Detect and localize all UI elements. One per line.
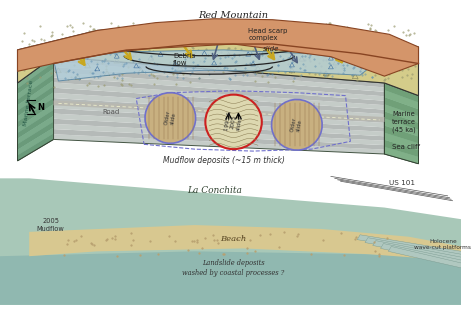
Text: Debris
flow: Debris flow xyxy=(173,53,196,66)
Text: Sea cliff: Sea cliff xyxy=(392,144,420,150)
Polygon shape xyxy=(18,98,54,127)
Polygon shape xyxy=(384,90,419,109)
Polygon shape xyxy=(18,69,54,99)
Polygon shape xyxy=(384,133,419,150)
Polygon shape xyxy=(18,21,419,95)
Polygon shape xyxy=(29,225,461,261)
Polygon shape xyxy=(18,110,54,138)
Polygon shape xyxy=(384,147,419,164)
Text: US 101: US 101 xyxy=(389,180,415,186)
Polygon shape xyxy=(18,63,54,94)
Text: Holocene
wave-cut platforms: Holocene wave-cut platforms xyxy=(414,239,471,250)
Polygon shape xyxy=(54,72,384,101)
Polygon shape xyxy=(54,57,384,87)
Polygon shape xyxy=(18,128,54,155)
Text: Marine
terrace
(45 ka): Marine terrace (45 ka) xyxy=(392,111,416,133)
Polygon shape xyxy=(18,57,54,88)
Text: Road: Road xyxy=(102,109,119,115)
Ellipse shape xyxy=(205,95,262,149)
Polygon shape xyxy=(18,92,54,122)
Ellipse shape xyxy=(145,93,196,143)
Polygon shape xyxy=(54,77,384,105)
Text: slide: slide xyxy=(263,46,279,52)
Polygon shape xyxy=(384,97,419,116)
Polygon shape xyxy=(54,108,384,132)
Polygon shape xyxy=(384,111,419,130)
Text: La Conchita: La Conchita xyxy=(187,185,242,195)
Polygon shape xyxy=(381,243,461,265)
Text: Marine terrace: Marine terrace xyxy=(24,79,35,126)
Polygon shape xyxy=(18,104,54,133)
Text: 2005
Mudflow: 2005 Mudflow xyxy=(36,218,64,232)
Text: Older
slide: Older slide xyxy=(290,116,303,133)
Polygon shape xyxy=(388,247,461,268)
Polygon shape xyxy=(384,83,419,102)
Polygon shape xyxy=(0,178,461,305)
Text: N: N xyxy=(37,103,44,112)
Polygon shape xyxy=(54,88,384,114)
Polygon shape xyxy=(18,116,54,144)
Polygon shape xyxy=(54,100,384,122)
Polygon shape xyxy=(54,50,374,81)
Text: Beach: Beach xyxy=(220,235,246,243)
Polygon shape xyxy=(384,140,419,157)
Polygon shape xyxy=(18,122,54,150)
Text: Head scarp
complex: Head scarp complex xyxy=(248,28,288,41)
Polygon shape xyxy=(18,80,54,111)
Polygon shape xyxy=(384,125,419,143)
Polygon shape xyxy=(54,124,384,145)
Polygon shape xyxy=(18,86,54,116)
Polygon shape xyxy=(0,251,461,305)
Polygon shape xyxy=(384,118,419,137)
Polygon shape xyxy=(54,134,384,154)
Text: Red Mountain: Red Mountain xyxy=(199,11,269,20)
Polygon shape xyxy=(54,83,384,110)
Text: 1995 &
2005
slides: 1995 & 2005 slides xyxy=(224,111,244,133)
Polygon shape xyxy=(54,62,384,92)
Text: Mudflow deposits (~15 m thick): Mudflow deposits (~15 m thick) xyxy=(163,156,285,165)
Polygon shape xyxy=(18,133,54,161)
Text: Older
slide: Older slide xyxy=(164,110,177,126)
Polygon shape xyxy=(384,104,419,123)
Polygon shape xyxy=(357,235,461,256)
Polygon shape xyxy=(54,67,384,96)
Polygon shape xyxy=(54,98,384,123)
Polygon shape xyxy=(54,119,384,141)
Polygon shape xyxy=(54,114,384,136)
Polygon shape xyxy=(18,19,419,76)
Polygon shape xyxy=(18,74,54,105)
Polygon shape xyxy=(365,238,461,259)
Polygon shape xyxy=(373,241,461,262)
Polygon shape xyxy=(54,103,384,127)
Text: Landslide deposits
washed by coastal processes ?: Landslide deposits washed by coastal pro… xyxy=(182,259,285,277)
Polygon shape xyxy=(54,129,384,150)
Polygon shape xyxy=(384,83,419,164)
Ellipse shape xyxy=(272,99,322,150)
Polygon shape xyxy=(18,57,54,161)
Polygon shape xyxy=(54,93,384,118)
Polygon shape xyxy=(0,4,461,305)
